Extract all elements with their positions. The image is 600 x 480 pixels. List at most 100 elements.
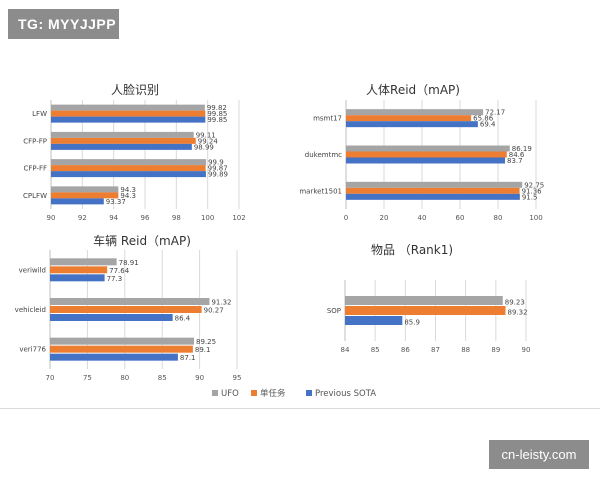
data-label: 89.32 [507, 309, 527, 317]
data-label: 77.64 [109, 267, 130, 275]
bar [345, 306, 506, 315]
watermark-bottom-right: cn-leisty.com [489, 440, 589, 469]
data-label: 99.89 [208, 171, 228, 179]
data-label: 93.37 [106, 198, 126, 206]
data-label: 98.99 [194, 143, 214, 151]
category-label: vehicleid [15, 306, 46, 314]
bar [51, 137, 196, 144]
bar [346, 109, 484, 116]
x-tick-label: 88 [461, 346, 470, 354]
x-tick-label: 84 [341, 346, 350, 354]
data-label: 72.17 [485, 109, 505, 117]
bar [346, 181, 523, 188]
chart-title: 人体Reid（mAP) [366, 83, 460, 97]
bar [346, 115, 472, 122]
data-label: 85.9 [404, 319, 420, 327]
data-label: 87.1 [180, 354, 196, 362]
category-label: dukemtmc [305, 151, 342, 159]
bar [51, 192, 119, 199]
data-label: 94.3 [120, 186, 136, 194]
bar [51, 186, 119, 193]
legend-swatch [306, 390, 312, 396]
data-label: 94.3 [120, 192, 136, 200]
bar [51, 143, 192, 150]
data-label: 99.82 [207, 104, 227, 112]
bar [51, 198, 104, 205]
watermark-top-left: TG: MYYJJPP [8, 9, 119, 39]
bar [346, 151, 507, 158]
x-tick-label: 80 [120, 374, 129, 382]
bar [346, 121, 478, 128]
category-label: LFW [32, 110, 47, 118]
data-label: 99.24 [198, 137, 219, 145]
data-label: 84.6 [509, 151, 525, 159]
bar [50, 266, 108, 274]
data-label: 99.87 [208, 165, 228, 173]
chart-title: 车辆 Reid（mAP) [93, 233, 191, 248]
data-label: 86.19 [512, 145, 532, 153]
x-tick-label: 94 [109, 214, 118, 222]
x-tick-label: 86 [401, 346, 410, 354]
category-label: veri776 [19, 346, 46, 354]
data-label: 99.11 [196, 131, 216, 139]
legend-label: 单任务 [260, 388, 286, 399]
x-tick-label: 95 [233, 374, 242, 382]
category-label: msmt17 [313, 115, 342, 123]
bar [346, 145, 510, 152]
data-label: 89.1 [195, 346, 211, 354]
x-tick-label: 0 [344, 214, 348, 222]
x-tick-label: 75 [83, 374, 92, 382]
data-label: 77.3 [107, 275, 123, 283]
legend-swatch [212, 390, 218, 396]
data-label: 91.5 [522, 193, 538, 201]
category-label: veriwild [19, 266, 46, 274]
bar [346, 193, 520, 200]
chart-title: 人脸识别 [111, 83, 159, 97]
data-label: 99.85 [207, 116, 227, 124]
category-label: CFP-FF [23, 165, 47, 173]
data-label: 91.32 [211, 299, 231, 307]
x-tick-label: 98 [172, 214, 181, 222]
category-label: SOP [327, 307, 341, 315]
x-tick-label: 89 [491, 346, 500, 354]
x-tick-label: 70 [46, 374, 55, 382]
bar [51, 116, 206, 123]
legend-label: Previous SOTA [315, 389, 376, 399]
x-tick-label: 40 [418, 214, 427, 222]
bar [50, 258, 117, 266]
bar [50, 298, 210, 305]
bar [50, 345, 193, 353]
x-tick-label: 100 [529, 214, 542, 222]
data-label: 89.23 [505, 299, 525, 307]
bar [346, 157, 506, 164]
data-label: 91.36 [522, 187, 543, 195]
bar [345, 296, 503, 305]
data-label: 69.4 [480, 121, 496, 129]
x-tick-label: 92 [78, 214, 87, 222]
x-tick-label: 100 [201, 214, 214, 222]
data-label: 99.9 [208, 159, 224, 167]
bar [50, 314, 173, 321]
x-tick-label: 87 [431, 346, 440, 354]
x-tick-label: 20 [380, 214, 389, 222]
x-tick-label: 90 [522, 346, 531, 354]
data-label: 92.75 [524, 181, 544, 189]
data-label: 78.91 [119, 259, 139, 267]
data-label: 89.25 [196, 338, 216, 346]
x-tick-label: 60 [456, 214, 465, 222]
data-label: 83.7 [507, 157, 523, 165]
bar [50, 306, 202, 313]
x-tick-label: 102 [232, 214, 245, 222]
bar [346, 187, 520, 194]
bar [50, 274, 105, 282]
x-tick-label: 90 [195, 374, 204, 382]
category-label: market1501 [299, 187, 342, 195]
legend-divider [0, 408, 600, 409]
x-tick-label: 80 [494, 214, 503, 222]
data-label: 86.4 [175, 315, 191, 323]
x-tick-label: 96 [141, 214, 150, 222]
bar [345, 316, 403, 325]
bar [51, 165, 206, 172]
legend-swatch [251, 390, 257, 396]
data-label: 90.27 [204, 307, 224, 315]
